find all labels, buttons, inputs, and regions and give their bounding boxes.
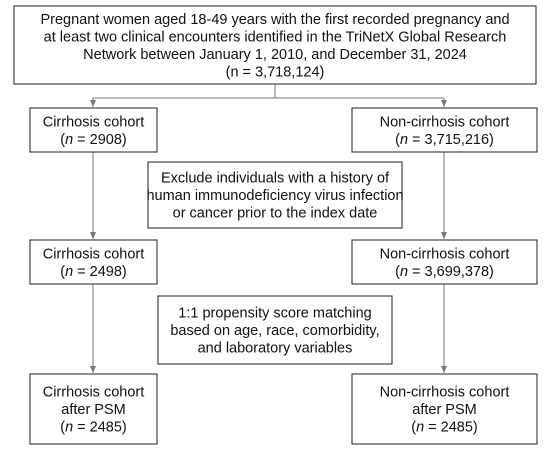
count-text: (n = 3,699,378)	[395, 264, 494, 280]
count-value: = 2485)	[424, 420, 478, 436]
count-var: n	[416, 420, 424, 436]
box-text: Non-cirrhosis cohort	[380, 385, 510, 401]
box-text: Cirrhosis cohort	[43, 385, 145, 401]
box-text: Exclude individuals with a history of	[161, 171, 390, 187]
box-text: Cirrhosis cohort	[43, 114, 145, 130]
count-open: (	[60, 132, 65, 148]
box-text: Pregnant women aged 18-49 years with the…	[40, 12, 509, 28]
count-open: (	[60, 420, 65, 436]
cohort-box	[351, 239, 538, 285]
box-text: after PSM	[61, 402, 125, 418]
box-text: based on age, race, comorbidity,	[170, 323, 379, 339]
count-open: (	[411, 420, 416, 436]
box-text: and laboratory variables	[198, 341, 353, 357]
cohort-box	[29, 373, 158, 445]
count-var: n	[65, 420, 73, 436]
count-text: (n = 3,715,216)	[395, 132, 494, 148]
count-open: (	[395, 132, 400, 148]
box-text: human immunodeficiency virus infection	[146, 188, 403, 204]
cohort-box	[351, 373, 538, 445]
box-text: Cirrhosis cohort	[43, 246, 145, 262]
cohort-box	[29, 107, 158, 153]
matching-box	[157, 295, 393, 365]
box-text: at least two clinical encounters identif…	[44, 29, 507, 45]
count-text: (n = 2498)	[60, 264, 127, 280]
source-box	[13, 5, 537, 85]
count-value: = 3,715,216)	[408, 132, 494, 148]
connectors	[90, 84, 447, 373]
box-text: (n = 3,718,124)	[226, 64, 325, 80]
box-text: after PSM	[412, 402, 476, 418]
exclusion-box	[147, 161, 403, 229]
count-value: = 2908)	[73, 132, 127, 148]
count-value: = 2485)	[73, 420, 127, 436]
count-open: (	[395, 264, 400, 280]
box-text: Network between January 1, 2010, and Dec…	[83, 47, 467, 63]
box-text: Non-cirrhosis cohort	[380, 114, 510, 130]
count-text: (n = 2485)	[411, 420, 478, 436]
count-text: (n = 2485)	[60, 420, 127, 436]
box-text: 1:1 propensity score matching	[178, 306, 371, 322]
box-text: or cancer prior to the index date	[173, 206, 378, 222]
count-var: n	[65, 264, 73, 280]
count-value: = 2498)	[73, 264, 127, 280]
count-value: = 3,699,378)	[408, 264, 494, 280]
count-open: (	[60, 264, 65, 280]
cohort-box	[351, 107, 538, 153]
count-var: n	[400, 264, 408, 280]
box-text: Non-cirrhosis cohort	[380, 246, 510, 262]
count-var: n	[400, 132, 408, 148]
count-var: n	[65, 132, 73, 148]
count-text: (n = 2908)	[60, 132, 127, 148]
cohort-box	[29, 239, 158, 285]
